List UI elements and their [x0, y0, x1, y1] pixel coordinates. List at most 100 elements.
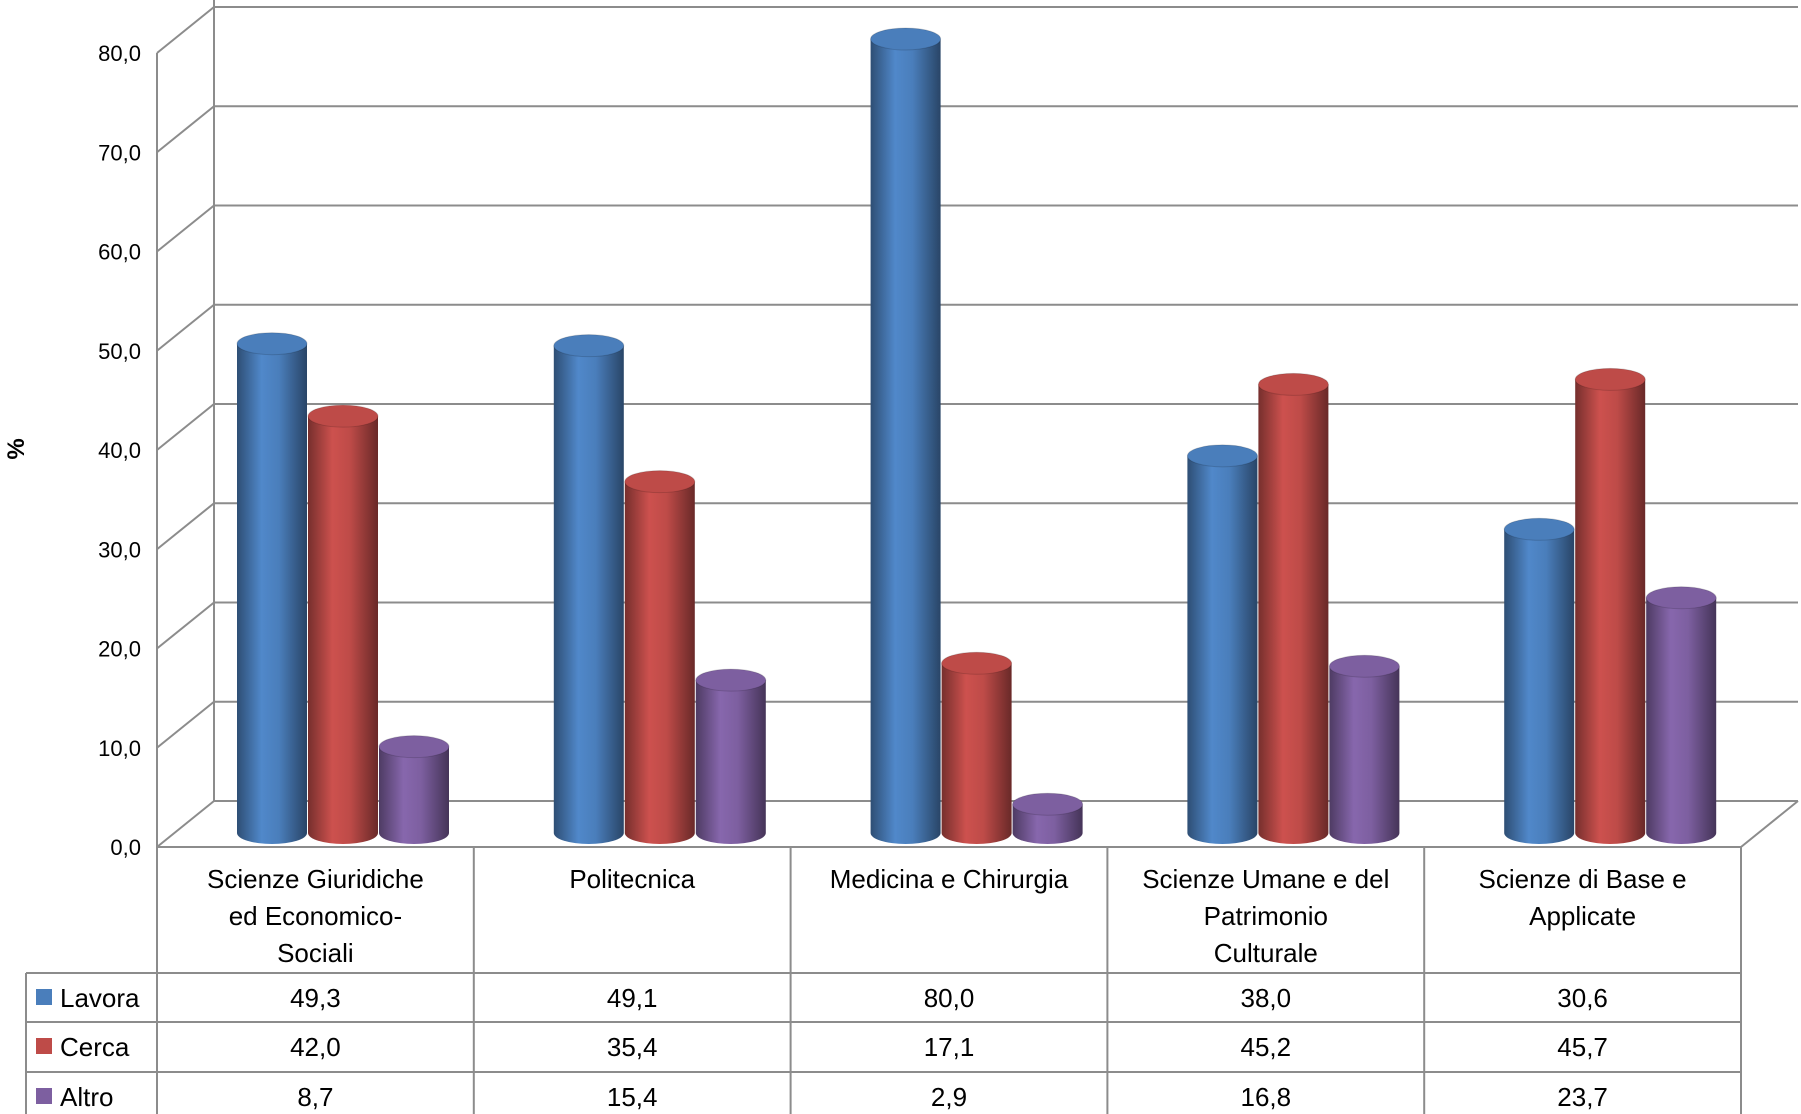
y-tick-label: 70,0: [98, 140, 141, 165]
table-cell: 49,1: [607, 983, 658, 1013]
table-cell: 8,7: [297, 1082, 333, 1112]
bar-top: [1328, 654, 1400, 678]
table-cell: 17,1: [924, 1032, 975, 1062]
y-axis-ticks: 0,0 10,0 20,0 30,0 40,0 50,0 60,0 70,0 80,0: [98, 41, 141, 860]
table-cell: 49,3: [290, 983, 341, 1013]
y-tick-label: 80,0: [98, 41, 141, 66]
table-cell: 45,7: [1557, 1032, 1608, 1062]
legend-label: Altro: [60, 1082, 113, 1112]
bar-cerca: [1574, 367, 1646, 844]
category-label: Scienze Umane e del: [1142, 864, 1389, 894]
bar-cerca: [307, 404, 379, 844]
bar-altro: [1328, 654, 1400, 844]
bar-body: [308, 416, 378, 844]
bar-body: [1329, 666, 1400, 844]
legend-label: Lavora: [60, 983, 140, 1013]
y-tick-label: 10,0: [98, 736, 141, 761]
bar-top: [307, 404, 379, 428]
gridline-depth: [156, 601, 215, 650]
bar-body: [941, 663, 1012, 844]
legend-swatch: [36, 1038, 52, 1054]
category-label: ed Economico-: [229, 901, 402, 931]
bar-cerca: [624, 470, 696, 844]
bar-top: [870, 27, 942, 51]
gridline-depth: [156, 403, 215, 451]
bar-top: [624, 470, 696, 494]
table-cell: 2,9: [931, 1082, 967, 1112]
data-table: Scienze Giuridiche ed Economico- Sociali Po…: [25, 847, 1742, 1114]
bar-body: [553, 345, 624, 844]
bar-altro: [378, 735, 450, 844]
floor-right-edge: [1740, 800, 1799, 848]
bar-body: [695, 680, 766, 844]
bar-lavora: [1186, 444, 1258, 844]
category-label: Politecnica: [569, 864, 695, 894]
bar-top: [1645, 586, 1717, 610]
bar-body: [1258, 384, 1329, 844]
y-tick-label: 0,0: [110, 835, 141, 860]
category-label: Scienze di Base e: [1479, 864, 1687, 894]
gridline-depth: [156, 105, 215, 154]
bar-lavora: [1503, 517, 1575, 844]
bar-lavora: [236, 332, 308, 844]
bar-body: [237, 343, 307, 844]
table-cell: 38,0: [1240, 983, 1291, 1013]
bar-body: [1504, 529, 1575, 844]
table-cell: 45,2: [1240, 1032, 1291, 1062]
gridline-depth: [156, 204, 215, 253]
legend-label: Cerca: [60, 1032, 130, 1062]
table-cell: 80,0: [924, 983, 975, 1013]
bar-cerca: [941, 651, 1013, 844]
bar-top: [378, 735, 450, 759]
table-cell: 15,4: [607, 1082, 658, 1112]
bar-body: [624, 481, 695, 844]
bar-top: [236, 332, 308, 356]
bar-body: [1575, 379, 1646, 844]
gridline-depth: [156, 303, 215, 352]
bar-altro: [695, 668, 767, 844]
y-tick-label: 50,0: [98, 339, 141, 364]
bar-cerca: [1257, 372, 1329, 844]
gridline-depth: [156, 6, 215, 54]
bar-top: [1012, 792, 1084, 816]
category-label: Culturale: [1214, 938, 1318, 968]
category-label: Applicate: [1529, 901, 1636, 931]
y-tick-label: 30,0: [98, 537, 141, 562]
gridline-depth: [156, 502, 215, 551]
bar-top: [1503, 517, 1575, 541]
bar-top: [695, 668, 767, 692]
bar-top: [1186, 444, 1258, 468]
category-label: Medicina e Chirurgia: [830, 864, 1069, 894]
y-axis-label: %: [3, 438, 30, 459]
y-tick-label: 60,0: [98, 240, 141, 265]
category-label: Scienze Giuridiche: [207, 864, 424, 894]
table-cell: 35,4: [607, 1032, 658, 1062]
bar-body: [1012, 804, 1083, 844]
bars: [236, 27, 1717, 844]
bar-top: [1257, 372, 1329, 396]
bar-body: [1646, 597, 1717, 844]
table-cell: 16,8: [1240, 1082, 1291, 1112]
bar-altro: [1012, 792, 1084, 844]
category-label: Sociali: [277, 938, 354, 968]
bar-lavora: [870, 27, 942, 844]
table-cell: 23,7: [1557, 1082, 1608, 1112]
bar-top: [553, 334, 625, 358]
category-label: Patrimonio: [1204, 901, 1328, 931]
table-cell: 30,6: [1557, 983, 1608, 1013]
y-tick-label: 20,0: [98, 637, 141, 662]
bar-body: [379, 746, 449, 844]
gridline-depth: [156, 700, 215, 749]
table-cell: 42,0: [290, 1032, 341, 1062]
legend-swatch: [36, 989, 52, 1005]
legend-swatch: [36, 1088, 52, 1104]
bar-top: [1574, 367, 1646, 391]
bar-body: [1187, 455, 1258, 844]
bar-altro: [1645, 586, 1717, 844]
y-tick-label: 40,0: [98, 438, 141, 463]
gridline-depth: [156, 800, 215, 848]
bar-lavora: [553, 334, 625, 844]
bar-top: [941, 651, 1013, 675]
bar-body: [870, 39, 941, 844]
